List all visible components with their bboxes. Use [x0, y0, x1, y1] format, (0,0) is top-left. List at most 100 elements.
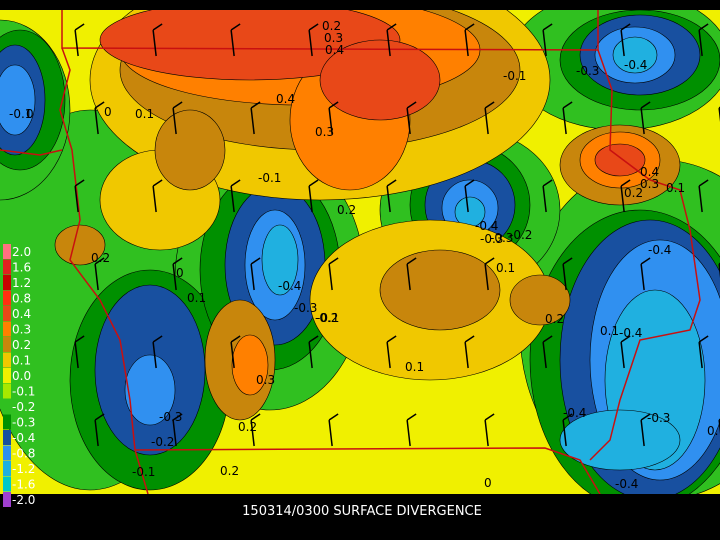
- contour-region: [379, 249, 501, 331]
- legend-swatch: [3, 290, 11, 306]
- contour-label: 0.3: [315, 125, 334, 139]
- contour-label: -0.1: [258, 171, 281, 185]
- wind-barb: [74, 23, 85, 57]
- wind-barb: [328, 101, 339, 135]
- contour-region: [594, 143, 646, 177]
- contour-region: [231, 334, 269, 396]
- wind-barb: [94, 101, 105, 135]
- wind-barb: [94, 413, 105, 447]
- contour-label: 0.2: [337, 203, 356, 217]
- contour-label: -0.4: [648, 243, 671, 257]
- wind-barb: [484, 257, 495, 291]
- legend-label: -0.3: [12, 416, 35, 430]
- legend-label: -2.0: [12, 493, 35, 507]
- wind-barb: [230, 335, 241, 369]
- wind-barb: [542, 23, 553, 57]
- contour-label: -0.3: [647, 411, 670, 425]
- wind-barb: [328, 257, 339, 291]
- legend-label: -0.4: [12, 431, 35, 445]
- legend-swatch: [3, 383, 11, 399]
- contour-label: 0: [26, 107, 34, 121]
- contour-label: -0.1: [316, 311, 339, 325]
- contour-label: -0.1: [132, 465, 155, 479]
- wind-barb: [406, 413, 417, 447]
- contour-fill: [0, 10, 720, 494]
- wind-barb: [386, 179, 397, 213]
- wind-barb: [484, 413, 495, 447]
- wind-barb: [698, 335, 709, 369]
- contour-label: 0.2: [322, 19, 341, 33]
- map-title: 150314/0300 SURFACE DIVERGENCE: [242, 504, 482, 519]
- contour-label: -0.2: [509, 228, 532, 242]
- contour-region: [612, 36, 658, 74]
- contour-region: [154, 109, 226, 191]
- legend-swatch: [3, 476, 11, 492]
- wind-barb: [562, 101, 573, 135]
- contour-label: -0.3: [576, 64, 599, 78]
- legend-label: 0.3: [12, 323, 31, 337]
- contour-region: [99, 10, 401, 81]
- legend-label: -1.6: [12, 478, 35, 492]
- contour-label: -0.3: [159, 410, 182, 424]
- legend-label: 1.6: [12, 261, 31, 275]
- contour-label: -0.2: [151, 435, 174, 449]
- wind-barb: [172, 257, 183, 291]
- wind-barb: [250, 101, 261, 135]
- contour-label: 0.4: [325, 43, 344, 57]
- legend-label: 0.2: [12, 338, 31, 352]
- contour-region: [319, 39, 441, 121]
- legend-label: -0.1: [12, 385, 35, 399]
- legend-label: -0.2: [12, 400, 35, 414]
- legend-label: 0.0: [12, 369, 31, 383]
- legend-swatch: [3, 430, 11, 445]
- wind-barb: [230, 23, 241, 57]
- state-borders: [0, 10, 701, 494]
- contour-label: 0.1: [405, 360, 424, 374]
- wind-barb: [542, 179, 553, 213]
- contour-label: -0.4: [563, 406, 586, 420]
- contour-label: 0.1: [187, 291, 206, 305]
- legend-swatch: [3, 461, 11, 476]
- contour-region: [559, 409, 681, 471]
- legend-swatch: [3, 368, 11, 383]
- wind-barb: [386, 335, 397, 369]
- wind-barb: [230, 179, 241, 213]
- contour-label: 0.2: [624, 186, 643, 200]
- contour-label: -0.2: [315, 311, 338, 325]
- contour-label: 0: [104, 105, 112, 119]
- border: [59, 47, 149, 494]
- wind-barb: [74, 335, 85, 369]
- wind-barb: [172, 101, 183, 135]
- legend-swatch: [3, 492, 11, 507]
- border: [61, 10, 599, 51]
- contour-region: [54, 224, 106, 266]
- wind-barb: [406, 101, 417, 135]
- contour-label: 0.1: [496, 261, 515, 275]
- legend-swatch: [3, 259, 11, 275]
- wind-barb: [308, 335, 319, 369]
- contour-region: [124, 354, 176, 426]
- legend-swatch: [3, 352, 11, 368]
- legend-swatch: [3, 337, 11, 352]
- contour-label: 0.3: [256, 373, 275, 387]
- contour-label: 0: [484, 476, 492, 490]
- wind-barb: [250, 413, 261, 447]
- wind-barb: [74, 179, 85, 213]
- wind-barb: [698, 23, 709, 57]
- legend-label: -0.8: [12, 447, 35, 461]
- border: [0, 149, 63, 156]
- contour-region: [0, 64, 36, 136]
- contour-label: 0.1: [600, 324, 619, 338]
- wind-barb: [94, 257, 105, 291]
- contour-label: 0.2: [238, 420, 257, 434]
- legend-swatch: [3, 275, 11, 290]
- contour-label: -0.3: [490, 231, 513, 245]
- contour-label: -0.4: [624, 58, 647, 72]
- legend-swatch: [3, 445, 11, 461]
- contour-label: -0.1: [503, 69, 526, 83]
- wind-barb: [464, 335, 475, 369]
- legend-label: 1.2: [12, 276, 31, 290]
- wind-barb: [698, 179, 709, 213]
- wind-barb: [386, 23, 397, 57]
